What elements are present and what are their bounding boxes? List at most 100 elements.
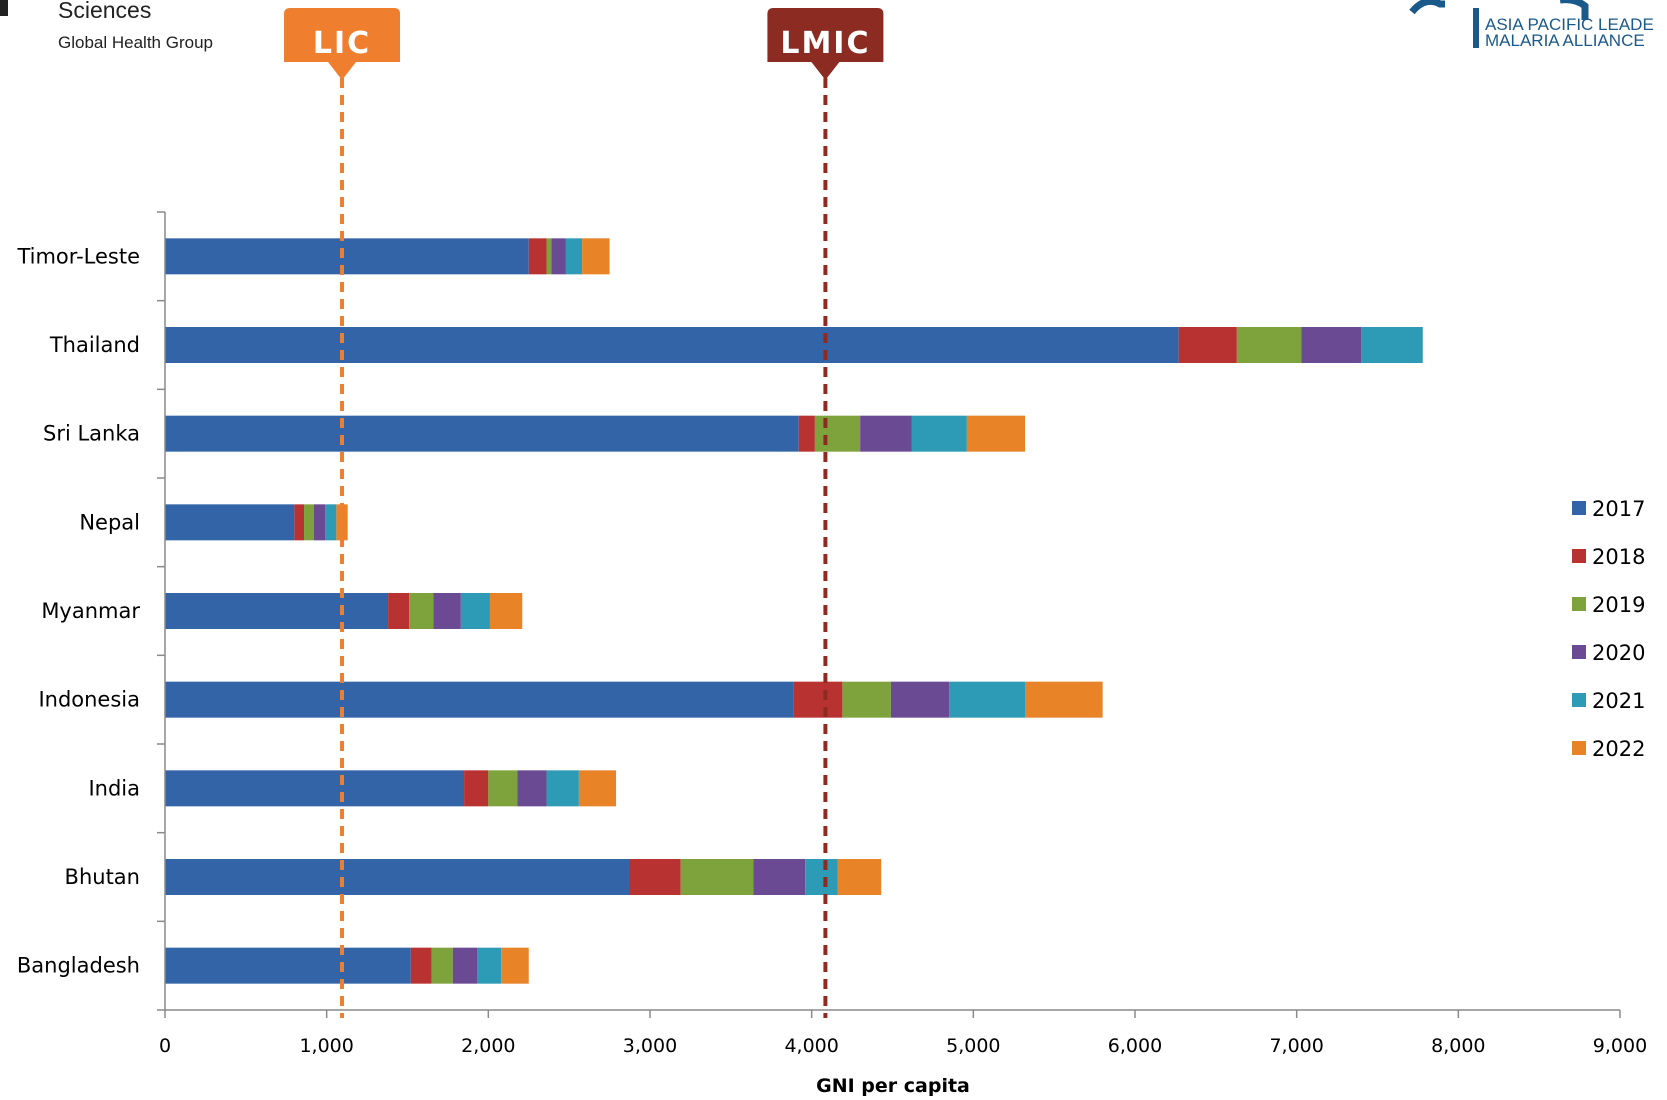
bar-segment <box>517 770 547 807</box>
bar-segment <box>528 238 547 275</box>
right-logo-line1: ASIA PACIFIC LEADE <box>1485 15 1654 34</box>
right-logo-arc2-icon <box>1560 0 1589 20</box>
legend-label: 2022 <box>1592 737 1645 761</box>
category-label: Bhutan <box>65 865 140 889</box>
left-logo-mark <box>0 0 8 16</box>
right-logo-arc-icon <box>1409 0 1445 15</box>
bar-segment <box>753 859 806 895</box>
bar-segment <box>460 593 490 629</box>
x-axis-title: GNI per capita <box>816 1075 970 1097</box>
x-tick-label: 7,000 <box>1269 1035 1323 1057</box>
x-tick-label: 4,000 <box>784 1035 838 1057</box>
category-label: Timor-Leste <box>16 244 140 268</box>
bar-segment <box>680 859 754 895</box>
bar-segment <box>165 770 465 807</box>
bar-segment <box>433 593 461 629</box>
legend-label: 2019 <box>1592 593 1645 617</box>
bar-segment <box>890 681 950 718</box>
x-tick-label: 6,000 <box>1108 1035 1162 1057</box>
bar-segment <box>452 947 478 984</box>
bar-segment <box>1025 681 1103 718</box>
category-label: Indonesia <box>38 688 140 712</box>
bar-segment <box>488 770 518 807</box>
right-logo-line2: MALARIA ALLIANCE <box>1485 31 1645 50</box>
x-tick-label: 9,000 <box>1593 1035 1647 1057</box>
bar-segment <box>165 327 1179 363</box>
bar-segment <box>793 681 843 718</box>
bar-segment <box>837 859 882 895</box>
reference-badge <box>284 8 401 80</box>
legend-label: 2021 <box>1592 689 1645 713</box>
bar-segment <box>860 415 912 452</box>
bar-segment <box>431 947 453 984</box>
x-tick-label: 2,000 <box>461 1035 515 1057</box>
bar-segment <box>582 238 610 275</box>
bar-segment <box>165 238 529 275</box>
x-tick-label: 1,000 <box>299 1035 353 1057</box>
bar-segment <box>805 859 838 895</box>
category-label: Nepal <box>79 510 140 534</box>
x-tick-label: 5,000 <box>946 1035 1000 1057</box>
bar-segment <box>966 415 1026 452</box>
bar-segment <box>325 504 337 541</box>
bar-segment <box>628 859 681 895</box>
legend: 2017 2018 2019 2020 2021 2022 <box>1572 497 1645 761</box>
category-label: Sri Lanka <box>43 422 140 446</box>
legend-swatch <box>1572 501 1586 515</box>
bar-segment <box>489 593 523 629</box>
x-tick-label: 3,000 <box>623 1035 677 1057</box>
legend-label: 2018 <box>1592 545 1645 569</box>
legend-swatch <box>1572 549 1586 563</box>
bar-segment <box>464 770 489 807</box>
x-tick-label: 8,000 <box>1431 1035 1485 1057</box>
bar-segment <box>1236 327 1302 363</box>
legend-swatch <box>1572 645 1586 659</box>
category-label: Myanmar <box>41 599 140 623</box>
category-label: Bangladesh <box>17 954 140 978</box>
bar-segment <box>798 415 815 452</box>
bar-segment <box>410 947 432 984</box>
bar-segment <box>409 593 434 629</box>
bar-segment <box>1301 327 1362 363</box>
legend-swatch <box>1572 597 1586 611</box>
right-logo-bar <box>1473 8 1479 48</box>
bar-segment <box>165 593 389 629</box>
bar-segment <box>165 681 794 718</box>
legend-swatch <box>1572 693 1586 707</box>
bar-segment <box>578 770 617 807</box>
bar-segment <box>546 238 552 275</box>
bar-segment <box>501 947 529 984</box>
bar-segment <box>546 770 579 807</box>
left-logo-line1: Sciences <box>58 0 151 23</box>
bar-segment <box>313 504 326 541</box>
category-label: India <box>88 776 140 800</box>
bar-segment <box>165 947 411 984</box>
bar-segment <box>842 681 891 718</box>
bar-segment <box>565 238 583 275</box>
bar-segment <box>1178 327 1237 363</box>
left-logo: Sciences Global Health Group <box>0 0 213 52</box>
axis-layer: Bangladesh Bhutan India Indonesia Myanmar Nep… <box>16 211 1647 1057</box>
bar-segment <box>949 681 1026 718</box>
plot-layer <box>165 238 1423 984</box>
bar-segment <box>551 238 566 275</box>
bar-segment <box>165 504 295 541</box>
legend-label: 2017 <box>1592 497 1645 521</box>
bar-segment <box>165 859 629 895</box>
right-logo: ASIA PACIFIC LEADE MALARIA ALLIANCE <box>1409 0 1654 50</box>
x-tick-label: 0 <box>159 1035 171 1057</box>
bar-segment <box>814 415 861 452</box>
bar-segment <box>304 504 314 541</box>
reference-badge <box>767 8 884 80</box>
bar-segment <box>911 415 967 452</box>
reference-lines: LIC LMIC <box>284 8 884 1018</box>
left-logo-line2: Global Health Group <box>58 33 213 52</box>
bar-segment <box>388 593 410 629</box>
reference-badge-label: LMIC <box>780 26 870 61</box>
bar-segment <box>477 947 502 984</box>
legend-label: 2020 <box>1592 641 1645 665</box>
category-label: Thailand <box>49 333 140 357</box>
bar-segment <box>294 504 305 541</box>
reference-badge-label: LIC <box>313 26 371 61</box>
